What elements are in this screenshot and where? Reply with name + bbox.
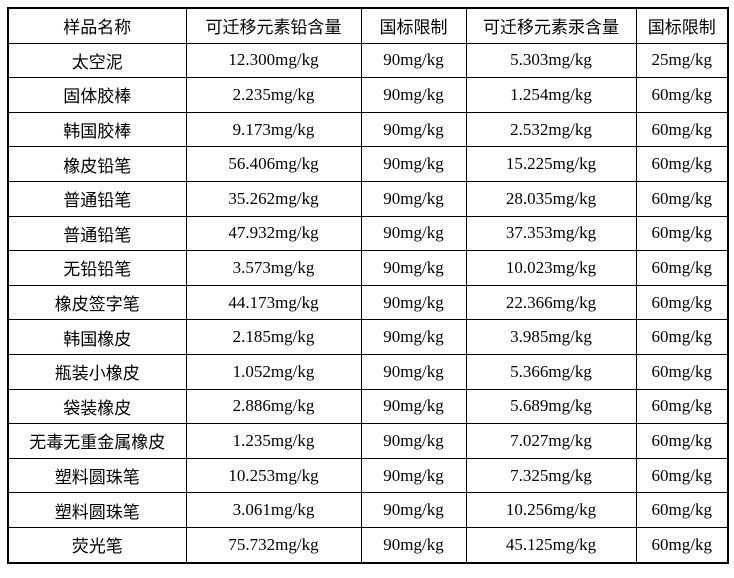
sample-name-cell: 塑料圆珠笔 <box>7 492 187 528</box>
lead-content-cell: 12.300mg/kg <box>185 42 362 79</box>
table-row: 韩国橡皮 2.185mg/kg 90mg/kg 3.985mg/kg 60mg/kg <box>7 319 729 355</box>
mercury-content-cell: 22.366mg/kg <box>465 284 637 321</box>
mercury-limit-cell: 60mg/kg <box>635 423 729 459</box>
mercury-limit-cell: 60mg/kg <box>635 250 729 286</box>
mercury-content-cell: 7.325mg/kg <box>465 457 637 494</box>
mercury-limit-cell: 60mg/kg <box>635 111 729 148</box>
sample-name-cell: 瓶装小橡皮 <box>7 353 187 390</box>
mercury-limit-cell: 60mg/kg <box>635 77 729 113</box>
mercury-content-cell: 28.035mg/kg <box>465 180 637 217</box>
table-row: 橡皮铅笔 56.406mg/kg 90mg/kg 15.225mg/kg 60mg/kg <box>7 146 729 182</box>
mercury-limit-cell: 60mg/kg <box>635 146 729 182</box>
lead-content-cell: 47.932mg/kg <box>185 215 362 252</box>
table-row: 固体胶棒 2.235mg/kg 90mg/kg 1.254mg/kg 60mg/kg <box>7 77 729 113</box>
table-row: 塑料圆珠笔 3.061mg/kg 90mg/kg 10.256mg/kg 60mg/kg <box>7 492 729 528</box>
sample-name-cell: 无毒无重金属橡皮 <box>7 423 187 459</box>
lead-limit-cell: 90mg/kg <box>360 250 467 286</box>
table-row: 荧光笔 75.732mg/kg 90mg/kg 45.125mg/kg 60mg/kg <box>7 526 729 564</box>
lead-content-cell: 1.235mg/kg <box>185 423 362 459</box>
mercury-limit-cell: 25mg/kg <box>635 42 729 79</box>
sample-name-cell: 普通铅笔 <box>7 215 187 252</box>
mercury-content-cell: 5.366mg/kg <box>465 353 637 390</box>
mercury-limit-cell: 60mg/kg <box>635 215 729 252</box>
sample-name-cell: 橡皮签字笔 <box>7 284 187 321</box>
lead-content-cell: 35.262mg/kg <box>185 180 362 217</box>
mercury-limit-cell: 60mg/kg <box>635 526 729 564</box>
lead-limit-cell: 90mg/kg <box>360 77 467 113</box>
lead-limit-cell: 90mg/kg <box>360 146 467 182</box>
table-row: 橡皮签字笔 44.173mg/kg 90mg/kg 22.366mg/kg 60mg/k… <box>7 284 729 321</box>
header-mercury-content: 可迁移元素汞含量 <box>465 7 637 44</box>
lead-content-cell: 3.061mg/kg <box>185 492 362 528</box>
header-lead-limit: 国标限制 <box>360 7 467 44</box>
sample-name-cell: 荧光笔 <box>7 526 187 564</box>
table-row: 太空泥 12.300mg/kg 90mg/kg 5.303mg/kg 25mg/kg <box>7 42 729 79</box>
table-row: 普通铅笔 35.262mg/kg 90mg/kg 28.035mg/kg 60mg/kg <box>7 180 729 217</box>
sample-name-cell: 韩国胶棒 <box>7 111 187 148</box>
lead-content-cell: 9.173mg/kg <box>185 111 362 148</box>
lead-limit-cell: 90mg/kg <box>360 111 467 148</box>
header-sample-name: 样品名称 <box>7 7 187 44</box>
mercury-content-cell: 2.532mg/kg <box>465 111 637 148</box>
lead-limit-cell: 90mg/kg <box>360 388 467 425</box>
lead-limit-cell: 90mg/kg <box>360 423 467 459</box>
mercury-limit-cell: 60mg/kg <box>635 353 729 390</box>
lead-limit-cell: 90mg/kg <box>360 492 467 528</box>
mercury-limit-cell: 60mg/kg <box>635 319 729 355</box>
mercury-content-cell: 45.125mg/kg <box>465 526 637 564</box>
table-row: 韩国胶棒 9.173mg/kg 90mg/kg 2.532mg/kg 60mg/kg <box>7 111 729 148</box>
sample-name-cell: 韩国橡皮 <box>7 319 187 355</box>
mercury-content-cell: 5.689mg/kg <box>465 388 637 425</box>
lead-limit-cell: 90mg/kg <box>360 353 467 390</box>
mercury-content-cell: 15.225mg/kg <box>465 146 637 182</box>
mercury-limit-cell: 60mg/kg <box>635 180 729 217</box>
lead-limit-cell: 90mg/kg <box>360 284 467 321</box>
header-mercury-limit: 国标限制 <box>635 7 729 44</box>
lead-limit-cell: 90mg/kg <box>360 319 467 355</box>
lead-content-cell: 3.573mg/kg <box>185 250 362 286</box>
mercury-content-cell: 10.256mg/kg <box>465 492 637 528</box>
sample-name-cell: 塑料圆珠笔 <box>7 457 187 494</box>
table-row: 无毒无重金属橡皮 1.235mg/kg 90mg/kg 7.027mg/kg 60mg/… <box>7 423 729 459</box>
mercury-limit-cell: 60mg/kg <box>635 492 729 528</box>
table-row: 瓶装小橡皮 1.052mg/kg 90mg/kg 5.366mg/kg 60mg/kg <box>7 353 729 390</box>
mercury-content-cell: 3.985mg/kg <box>465 319 637 355</box>
header-row: 样品名称 可迁移元素铅含量 国标限制 可迁移元素汞含量 国标限制 <box>7 7 729 44</box>
lead-limit-cell: 90mg/kg <box>360 215 467 252</box>
sample-name-cell: 橡皮铅笔 <box>7 146 187 182</box>
lead-content-cell: 10.253mg/kg <box>185 457 362 494</box>
mercury-limit-cell: 60mg/kg <box>635 457 729 494</box>
table-row: 袋装橡皮 2.886mg/kg 90mg/kg 5.689mg/kg 60mg/kg <box>7 388 729 425</box>
lead-content-cell: 56.406mg/kg <box>185 146 362 182</box>
sample-name-cell: 太空泥 <box>7 42 187 79</box>
mercury-limit-cell: 60mg/kg <box>635 388 729 425</box>
mercury-content-cell: 37.353mg/kg <box>465 215 637 252</box>
sample-name-cell: 无铅铅笔 <box>7 250 187 286</box>
lead-content-cell: 44.173mg/kg <box>185 284 362 321</box>
lead-limit-cell: 90mg/kg <box>360 457 467 494</box>
sample-name-cell: 普通铅笔 <box>7 180 187 217</box>
sample-name-cell: 袋装橡皮 <box>7 388 187 425</box>
table-row: 无铅铅笔 3.573mg/kg 90mg/kg 10.023mg/kg 60mg/kg <box>7 250 729 286</box>
header-lead-content: 可迁移元素铅含量 <box>185 7 362 44</box>
table-body: 太空泥 12.300mg/kg 90mg/kg 5.303mg/kg 25mg/kg 固体… <box>7 42 729 564</box>
lead-content-cell: 2.185mg/kg <box>185 319 362 355</box>
table-row: 普通铅笔 47.932mg/kg 90mg/kg 37.353mg/kg 60mg/kg <box>7 215 729 252</box>
element-content-test-table: 样品名称 可迁移元素铅含量 国标限制 可迁移元素汞含量 国标限制 太空泥 12.3… <box>7 7 729 564</box>
lead-limit-cell: 90mg/kg <box>360 526 467 564</box>
mercury-content-cell: 10.023mg/kg <box>465 250 637 286</box>
mercury-content-cell: 7.027mg/kg <box>465 423 637 459</box>
mercury-limit-cell: 60mg/kg <box>635 284 729 321</box>
lead-limit-cell: 90mg/kg <box>360 42 467 79</box>
table-row: 塑料圆珠笔 10.253mg/kg 90mg/kg 7.325mg/kg 60mg/kg <box>7 457 729 494</box>
lead-content-cell: 2.886mg/kg <box>185 388 362 425</box>
mercury-content-cell: 1.254mg/kg <box>465 77 637 113</box>
lead-content-cell: 1.052mg/kg <box>185 353 362 390</box>
lead-content-cell: 2.235mg/kg <box>185 77 362 113</box>
sample-name-cell: 固体胶棒 <box>7 77 187 113</box>
lead-limit-cell: 90mg/kg <box>360 180 467 217</box>
mercury-content-cell: 5.303mg/kg <box>465 42 637 79</box>
lead-content-cell: 75.732mg/kg <box>185 526 362 564</box>
